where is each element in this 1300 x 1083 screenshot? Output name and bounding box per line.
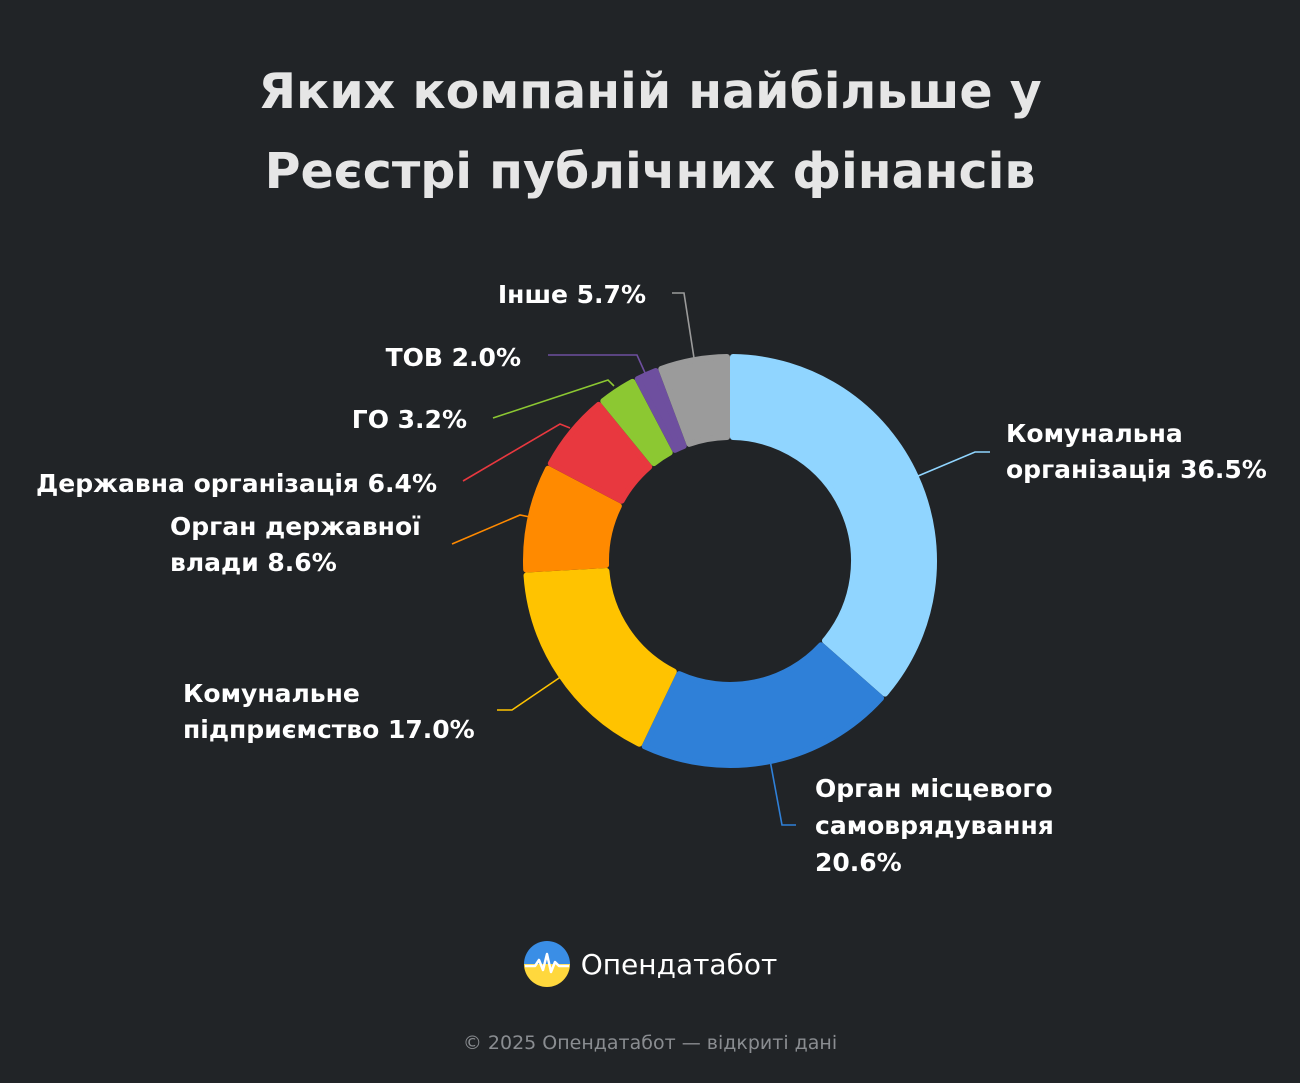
donut-slice-2 bbox=[641, 642, 885, 768]
opendatabot-logo-icon bbox=[523, 941, 570, 987]
slice-label-line: ГО 3.2% bbox=[352, 405, 467, 434]
slice-label-4: Орган державної влади 8.6% bbox=[170, 512, 421, 577]
slice-label-line: Державна організація 6.4% bbox=[36, 469, 437, 498]
slice-label-line: Орган місцевого bbox=[815, 774, 1053, 803]
slice-label-line: підприємство 17.0% bbox=[183, 715, 475, 744]
slice-label-7: ТОВ 2.0% bbox=[386, 343, 521, 372]
slice-label-line: ТОВ 2.0% bbox=[386, 343, 521, 372]
label-connector-5 bbox=[462, 423, 571, 482]
label-connector-3 bbox=[497, 675, 563, 711]
label-connector-4 bbox=[451, 514, 536, 545]
slice-label-1: Комунальна організація 36.5% bbox=[1006, 419, 1267, 484]
label-connector-7 bbox=[548, 354, 647, 376]
slice-label-line: організація 36.5% bbox=[1006, 455, 1267, 484]
donut-slice-6 bbox=[600, 378, 673, 467]
slice-label-line: Інше 5.7% bbox=[498, 280, 646, 309]
chart-title: Яких компаній найбільше у Реєстрі публіч… bbox=[0, 52, 1300, 212]
donut-slice-7 bbox=[634, 368, 687, 453]
slice-label-6: ГО 3.2% bbox=[352, 405, 467, 434]
slice-label-line: Орган державної bbox=[170, 512, 421, 541]
slice-label-line: самоврядування bbox=[815, 811, 1054, 840]
brand: Опендатабот bbox=[0, 940, 1300, 988]
chart-title-line-2: Реєстрі публічних фінансів bbox=[264, 143, 1036, 200]
slice-label-line: 20.6% bbox=[815, 848, 902, 877]
slice-label-line: Комунальне bbox=[183, 679, 360, 708]
slice-label-8: Інше 5.7% bbox=[498, 280, 646, 309]
donut-slice-8 bbox=[658, 354, 730, 447]
label-connector-2 bbox=[769, 759, 796, 826]
slice-label-line: влади 8.6% bbox=[170, 548, 337, 577]
label-connector-6 bbox=[492, 379, 615, 419]
chart-title-line-1: Яких компаній найбільше у bbox=[258, 63, 1042, 120]
slice-label-2: Орган місцевого самоврядування 20.6% bbox=[815, 774, 1054, 877]
slice-label-line: Комунальна bbox=[1006, 419, 1183, 448]
donut-slice-5 bbox=[547, 401, 653, 504]
donut-slice-3 bbox=[523, 568, 677, 747]
label-connector-1 bbox=[917, 451, 990, 477]
slice-label-5: Державна організація 6.4% bbox=[36, 469, 437, 498]
brand-name: Опендатабот bbox=[580, 947, 778, 981]
donut-slice-1 bbox=[730, 354, 937, 697]
label-connector-8 bbox=[672, 292, 695, 359]
donut-slice-4 bbox=[523, 465, 622, 573]
footer-copyright: © 2025 Опендатабот — відкриті дані bbox=[462, 1032, 838, 1054]
slice-label-3: Комунальне підприємство 17.0% bbox=[183, 679, 475, 744]
